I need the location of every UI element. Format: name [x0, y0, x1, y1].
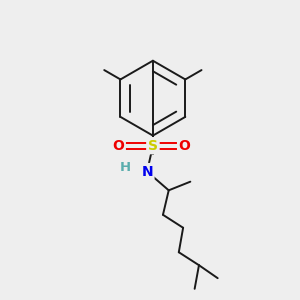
Text: O: O [178, 139, 190, 153]
Text: H: H [120, 161, 131, 174]
Text: N: N [141, 165, 153, 178]
Text: S: S [148, 139, 158, 153]
Text: O: O [112, 139, 124, 153]
